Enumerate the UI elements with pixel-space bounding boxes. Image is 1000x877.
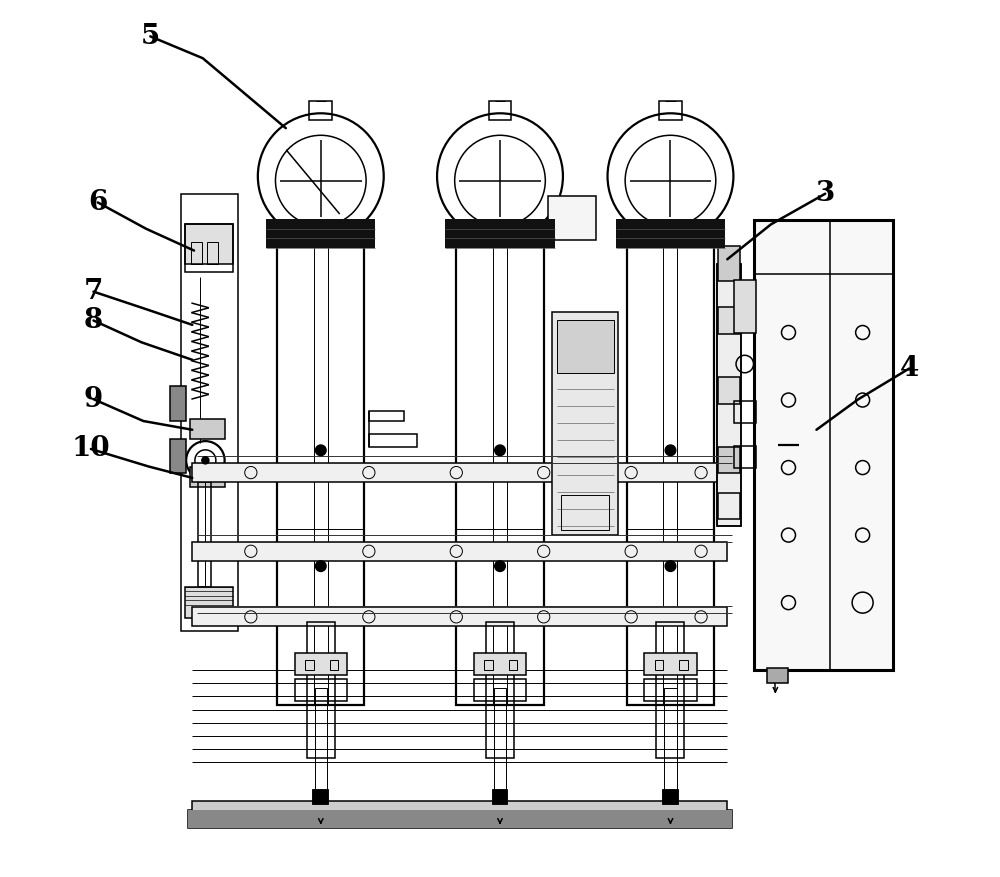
Bar — [369, 410, 404, 421]
FancyArrowPatch shape — [498, 818, 502, 823]
Bar — [659, 101, 682, 120]
Circle shape — [665, 561, 676, 572]
Circle shape — [495, 445, 505, 455]
Text: 9: 9 — [84, 386, 103, 413]
Bar — [192, 542, 727, 561]
Bar — [494, 688, 506, 810]
Bar — [456, 242, 544, 705]
Bar — [295, 652, 347, 674]
Bar — [734, 280, 756, 332]
Bar — [185, 587, 233, 617]
Circle shape — [316, 445, 326, 455]
Bar — [627, 242, 714, 705]
Bar — [644, 652, 697, 674]
FancyArrowPatch shape — [773, 688, 778, 692]
Bar — [664, 688, 677, 810]
Bar — [192, 607, 727, 626]
Bar — [181, 194, 238, 631]
Bar — [185, 225, 233, 264]
FancyArrowPatch shape — [319, 818, 323, 823]
Bar — [185, 225, 233, 273]
Circle shape — [665, 445, 676, 455]
Bar — [717, 264, 741, 526]
Bar — [474, 679, 526, 701]
Circle shape — [202, 457, 209, 464]
Bar — [295, 679, 347, 701]
Bar — [192, 463, 727, 482]
Bar — [509, 660, 517, 670]
Bar — [190, 419, 225, 438]
Bar — [330, 660, 338, 670]
Bar — [767, 667, 788, 683]
Bar — [315, 688, 327, 810]
Bar — [718, 246, 740, 282]
Bar — [718, 447, 740, 474]
Bar — [192, 802, 727, 815]
Bar — [170, 438, 186, 474]
Bar — [552, 311, 618, 535]
Bar — [188, 810, 732, 828]
Bar — [548, 196, 596, 240]
Circle shape — [316, 561, 326, 572]
Bar — [484, 660, 493, 670]
Bar — [561, 496, 609, 531]
Bar — [717, 264, 741, 526]
Bar — [445, 219, 555, 248]
Bar — [369, 434, 417, 447]
FancyArrowPatch shape — [668, 818, 673, 823]
Bar — [307, 622, 335, 758]
Text: 10: 10 — [72, 436, 110, 462]
Bar — [277, 242, 364, 705]
Text: 3: 3 — [816, 180, 835, 207]
Bar — [474, 652, 526, 674]
Bar — [198, 482, 211, 587]
Text: 8: 8 — [84, 307, 103, 334]
Bar — [718, 307, 740, 333]
Bar — [190, 467, 225, 487]
Bar — [734, 446, 756, 467]
Text: 4: 4 — [900, 355, 919, 382]
Bar — [754, 220, 893, 670]
Bar — [305, 660, 314, 670]
Bar — [644, 679, 697, 701]
Bar — [188, 810, 732, 828]
Bar — [679, 660, 688, 670]
Text: 6: 6 — [88, 189, 108, 216]
Bar — [266, 219, 375, 248]
Bar — [191, 242, 202, 264]
Bar — [616, 219, 725, 248]
Bar — [207, 242, 218, 264]
Bar — [718, 377, 740, 403]
Bar — [557, 320, 614, 373]
Bar — [655, 660, 663, 670]
Bar — [718, 493, 740, 519]
Text: 5: 5 — [141, 23, 160, 50]
Bar — [489, 101, 511, 120]
Bar — [656, 622, 684, 758]
Bar — [170, 386, 186, 421]
Bar — [734, 401, 756, 423]
Bar — [486, 622, 514, 758]
Bar — [309, 101, 332, 120]
Text: 7: 7 — [84, 278, 103, 305]
Circle shape — [495, 561, 505, 572]
